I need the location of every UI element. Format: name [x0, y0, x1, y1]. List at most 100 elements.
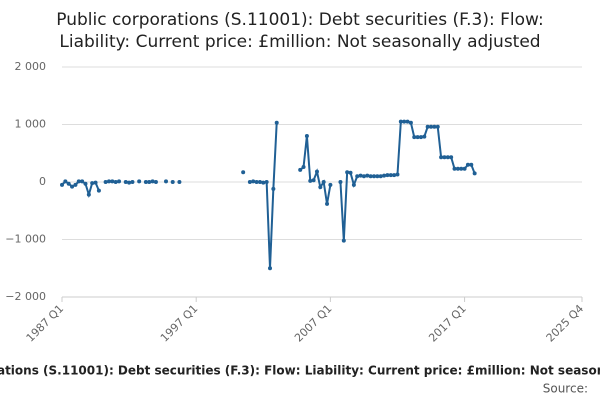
point — [412, 135, 417, 140]
point — [113, 180, 118, 184]
point — [257, 180, 262, 184]
point — [469, 162, 474, 167]
point — [130, 180, 135, 184]
x-axis-label: Public corporations (S.11001): Debt secu… — [0, 364, 600, 378]
point — [358, 173, 363, 178]
point — [351, 182, 356, 187]
point — [449, 155, 454, 160]
point — [338, 180, 343, 184]
point — [251, 179, 256, 184]
point — [368, 174, 373, 179]
y-tick-label: 2 000 — [15, 60, 47, 73]
point — [150, 179, 155, 184]
point — [392, 173, 397, 178]
point — [425, 124, 430, 129]
x-tick-label: 2017 Q1 — [426, 302, 469, 345]
point — [418, 135, 423, 140]
point — [264, 180, 269, 184]
point — [378, 174, 383, 179]
point — [432, 124, 437, 129]
point — [110, 179, 115, 184]
point — [301, 165, 306, 170]
line — [339, 120, 476, 241]
point — [70, 184, 75, 189]
point — [318, 185, 323, 190]
point — [137, 179, 142, 184]
point — [80, 179, 85, 184]
point — [60, 182, 64, 187]
point — [127, 180, 132, 185]
point — [86, 192, 91, 197]
point — [465, 162, 470, 167]
point — [298, 167, 303, 172]
point — [345, 170, 350, 175]
source: Source: — [543, 382, 588, 396]
point — [462, 166, 467, 171]
point — [472, 171, 477, 176]
point — [375, 174, 380, 179]
point — [398, 119, 403, 124]
point — [435, 124, 440, 129]
point — [103, 180, 108, 184]
point — [83, 181, 88, 186]
line — [249, 122, 278, 269]
point — [271, 186, 276, 191]
chart-title: Public corporations (S.11001): Debt secu… — [56, 10, 543, 30]
point — [422, 134, 427, 139]
point — [268, 266, 272, 271]
x-tick-label: 1987 Q1 — [24, 302, 67, 345]
point — [311, 178, 316, 183]
point — [314, 169, 319, 174]
point — [408, 120, 413, 125]
point — [341, 238, 346, 243]
point — [459, 166, 464, 171]
point — [328, 182, 333, 187]
point — [73, 182, 78, 187]
point — [365, 173, 370, 178]
point — [93, 180, 98, 185]
point — [321, 180, 326, 184]
y-tick-label: −2 000 — [5, 290, 46, 303]
point — [429, 124, 434, 129]
point — [385, 173, 390, 178]
point — [348, 170, 353, 175]
point — [153, 180, 158, 184]
point — [241, 170, 246, 175]
point — [382, 173, 387, 178]
point — [325, 201, 330, 206]
chart-title: Liability: Current price: £million: Not … — [59, 32, 540, 52]
point — [254, 180, 259, 184]
point — [455, 166, 460, 171]
point — [274, 120, 279, 125]
line — [299, 135, 332, 205]
point — [66, 181, 71, 186]
point — [164, 179, 168, 184]
point — [143, 180, 148, 184]
point — [372, 174, 376, 179]
point — [405, 119, 410, 124]
point — [308, 178, 313, 183]
point — [177, 180, 182, 184]
point — [63, 179, 68, 184]
x-tick-label: 1997 Q1 — [158, 302, 201, 345]
point — [445, 155, 450, 160]
point — [106, 179, 111, 184]
point — [147, 180, 152, 184]
y-tick-label: 0 — [39, 175, 46, 188]
point — [388, 173, 393, 178]
x-tick-label: 2025 Q4 — [544, 302, 587, 345]
point — [395, 172, 400, 177]
y-tick-label: −1 000 — [5, 233, 46, 246]
point — [123, 180, 128, 184]
point — [361, 174, 366, 179]
point — [304, 134, 309, 138]
x-tick-label: 2007 Q1 — [292, 302, 335, 345]
point — [90, 181, 95, 186]
point — [247, 180, 252, 184]
point — [355, 174, 360, 179]
point — [170, 180, 175, 184]
point — [452, 166, 457, 171]
point — [402, 119, 407, 124]
point — [117, 179, 122, 184]
